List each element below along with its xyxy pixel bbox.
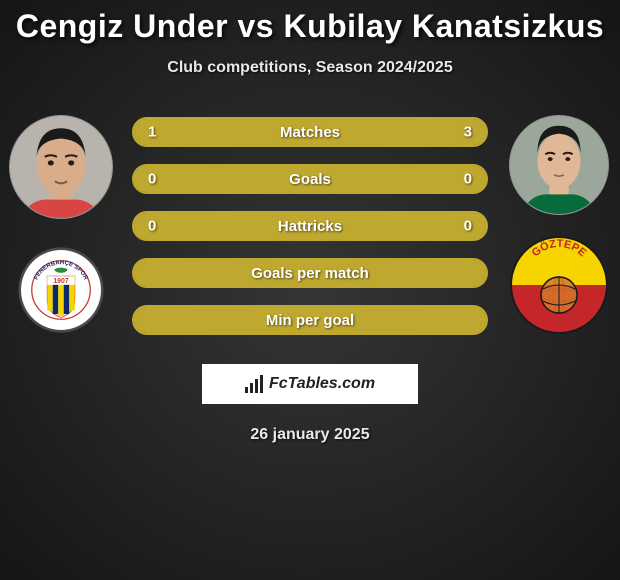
brand-text: FcTables.com xyxy=(269,375,375,393)
face-placeholder-icon xyxy=(510,116,608,214)
brand-box[interactable]: FcTables.com xyxy=(202,364,418,404)
stat-value-left: 0 xyxy=(148,218,156,235)
stat-value-right: 0 xyxy=(464,171,472,188)
stat-bar-matches: 1 3 Matches xyxy=(132,117,488,147)
comparison-card: Cengiz Under vs Kubilay Kanatsizkus Club… xyxy=(0,0,620,580)
stat-bar-goals-per-match: Goals per match xyxy=(132,258,488,288)
right-club-logo: GÖZTEPE xyxy=(509,235,609,335)
stats-bars: 1 3 Matches 0 0 Goals 0 0 Hattricks Goals per mat… xyxy=(114,117,506,404)
subtitle: Club competitions, Season 2024/2025 xyxy=(0,59,620,77)
fenerbahce-logo-icon: FENERBAHÇE SPOR 1907 xyxy=(18,247,104,333)
bar-fill-right xyxy=(310,166,486,192)
bar-chart-icon xyxy=(245,375,263,393)
stat-value-left: 0 xyxy=(148,171,156,188)
right-player-photo xyxy=(509,115,609,215)
page-title: Cengiz Under vs Kubilay Kanatsizkus xyxy=(0,8,620,45)
face-placeholder-icon xyxy=(10,116,112,218)
stat-label: Goals per match xyxy=(251,265,369,282)
stat-value-right: 0 xyxy=(464,218,472,235)
stat-bar-hattricks: 0 0 Hattricks xyxy=(132,211,488,241)
stat-label: Goals xyxy=(289,171,331,188)
stat-bar-min-per-goal: Min per goal xyxy=(132,305,488,335)
left-club-logo: FENERBAHÇE SPOR 1907 xyxy=(18,247,104,333)
left-player-column: FENERBAHÇE SPOR 1907 xyxy=(8,115,114,333)
stat-label: Matches xyxy=(280,124,340,141)
stat-value-left: 1 xyxy=(148,124,156,141)
svg-text:1907: 1907 xyxy=(53,278,68,285)
right-player-column: GÖZTEPE xyxy=(506,115,612,335)
stat-label: Hattricks xyxy=(278,218,342,235)
stat-label: Min per goal xyxy=(266,312,354,329)
stat-value-right: 3 xyxy=(464,124,472,141)
bar-fill-left xyxy=(134,166,310,192)
stat-bar-goals: 0 0 Goals xyxy=(132,164,488,194)
goztepe-logo-icon: GÖZTEPE xyxy=(509,235,609,335)
left-player-photo xyxy=(9,115,113,219)
bar-fill-right xyxy=(222,119,486,145)
main-row: FENERBAHÇE SPOR 1907 1 3 Matches 0 0 Goals 0 0 H… xyxy=(0,115,620,404)
date-line: 26 january 2025 xyxy=(0,426,620,444)
